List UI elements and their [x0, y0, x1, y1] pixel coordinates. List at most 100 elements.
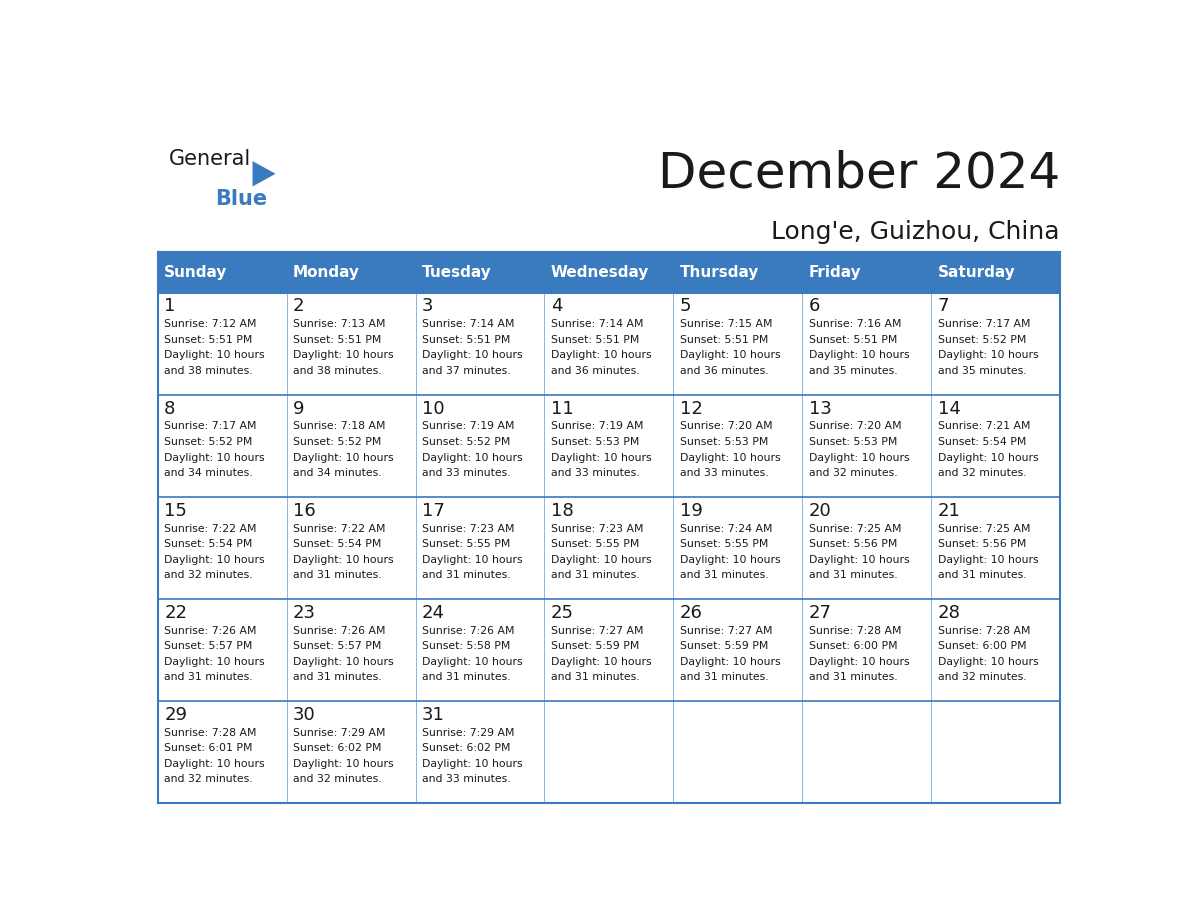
Bar — [416, 252, 544, 293]
Text: Sunset: 5:53 PM: Sunset: 5:53 PM — [680, 437, 769, 447]
Text: Sunrise: 7:17 AM: Sunrise: 7:17 AM — [937, 319, 1030, 330]
Text: Sunrise: 7:25 AM: Sunrise: 7:25 AM — [937, 523, 1030, 533]
Text: Sunset: 5:53 PM: Sunset: 5:53 PM — [551, 437, 639, 447]
Text: Sunrise: 7:26 AM: Sunrise: 7:26 AM — [422, 625, 514, 635]
Text: Sunset: 6:00 PM: Sunset: 6:00 PM — [809, 641, 897, 651]
Text: Daylight: 10 hours: Daylight: 10 hours — [680, 351, 781, 361]
Text: Sunset: 5:51 PM: Sunset: 5:51 PM — [293, 335, 381, 345]
Text: 24: 24 — [422, 604, 446, 621]
Text: 27: 27 — [809, 604, 832, 621]
Text: Daylight: 10 hours: Daylight: 10 hours — [293, 453, 393, 463]
Text: Sunset: 5:59 PM: Sunset: 5:59 PM — [680, 641, 769, 651]
Text: and 31 minutes.: and 31 minutes. — [422, 672, 511, 682]
Bar — [158, 395, 286, 497]
Text: Sunset: 5:55 PM: Sunset: 5:55 PM — [422, 539, 511, 549]
Text: Sunrise: 7:15 AM: Sunrise: 7:15 AM — [680, 319, 772, 330]
Text: 13: 13 — [809, 399, 832, 418]
Text: Daylight: 10 hours: Daylight: 10 hours — [293, 656, 393, 666]
Text: and 36 minutes.: and 36 minutes. — [680, 366, 769, 376]
Bar — [544, 252, 674, 293]
Text: Daylight: 10 hours: Daylight: 10 hours — [293, 759, 393, 768]
Bar — [802, 497, 931, 599]
Bar — [931, 395, 1060, 497]
Text: Sunset: 5:58 PM: Sunset: 5:58 PM — [422, 641, 511, 651]
Text: Daylight: 10 hours: Daylight: 10 hours — [551, 351, 651, 361]
Text: 6: 6 — [809, 297, 820, 316]
Text: and 33 minutes.: and 33 minutes. — [422, 774, 511, 784]
Text: Sunset: 5:56 PM: Sunset: 5:56 PM — [809, 539, 897, 549]
Text: Daylight: 10 hours: Daylight: 10 hours — [164, 351, 265, 361]
Text: and 31 minutes.: and 31 minutes. — [809, 570, 897, 580]
Text: Sunset: 5:56 PM: Sunset: 5:56 PM — [937, 539, 1026, 549]
Text: Sunrise: 7:28 AM: Sunrise: 7:28 AM — [164, 728, 257, 738]
Bar — [931, 293, 1060, 395]
Text: and 37 minutes.: and 37 minutes. — [422, 366, 511, 376]
Text: Sunset: 6:00 PM: Sunset: 6:00 PM — [937, 641, 1026, 651]
Text: Sunrise: 7:22 AM: Sunrise: 7:22 AM — [164, 523, 257, 533]
Text: Daylight: 10 hours: Daylight: 10 hours — [680, 453, 781, 463]
Text: Sunrise: 7:26 AM: Sunrise: 7:26 AM — [164, 625, 257, 635]
Text: 3: 3 — [422, 297, 434, 316]
Bar — [931, 497, 1060, 599]
Text: Daylight: 10 hours: Daylight: 10 hours — [809, 351, 909, 361]
Bar — [286, 599, 416, 700]
Text: 2: 2 — [293, 297, 304, 316]
Text: and 35 minutes.: and 35 minutes. — [937, 366, 1026, 376]
Text: Daylight: 10 hours: Daylight: 10 hours — [937, 351, 1038, 361]
Bar — [416, 497, 544, 599]
Text: Sunset: 6:02 PM: Sunset: 6:02 PM — [293, 744, 381, 754]
Text: Sunset: 5:52 PM: Sunset: 5:52 PM — [164, 437, 253, 447]
Text: and 35 minutes.: and 35 minutes. — [809, 366, 897, 376]
Text: Daylight: 10 hours: Daylight: 10 hours — [164, 453, 265, 463]
Text: Thursday: Thursday — [680, 264, 759, 279]
Text: and 36 minutes.: and 36 minutes. — [551, 366, 639, 376]
Text: Sunrise: 7:20 AM: Sunrise: 7:20 AM — [680, 421, 772, 431]
Text: and 31 minutes.: and 31 minutes. — [551, 672, 639, 682]
Bar — [286, 395, 416, 497]
Text: Sunrise: 7:12 AM: Sunrise: 7:12 AM — [164, 319, 257, 330]
Text: Sunset: 5:52 PM: Sunset: 5:52 PM — [937, 335, 1026, 345]
Text: Long'e, Guizhou, China: Long'e, Guizhou, China — [771, 219, 1060, 243]
Polygon shape — [253, 161, 276, 186]
Bar — [674, 497, 802, 599]
Text: Sunrise: 7:19 AM: Sunrise: 7:19 AM — [422, 421, 514, 431]
Text: Sunset: 5:51 PM: Sunset: 5:51 PM — [551, 335, 639, 345]
Text: 28: 28 — [937, 604, 960, 621]
Text: 4: 4 — [551, 297, 562, 316]
Bar — [416, 599, 544, 700]
Bar — [158, 497, 286, 599]
Text: Sunrise: 7:19 AM: Sunrise: 7:19 AM — [551, 421, 644, 431]
Text: Monday: Monday — [293, 264, 360, 279]
Bar — [158, 599, 286, 700]
Text: Sunset: 5:52 PM: Sunset: 5:52 PM — [293, 437, 381, 447]
Text: Sunset: 5:59 PM: Sunset: 5:59 PM — [551, 641, 639, 651]
Text: Daylight: 10 hours: Daylight: 10 hours — [422, 656, 523, 666]
Text: and 33 minutes.: and 33 minutes. — [680, 468, 769, 478]
Text: Daylight: 10 hours: Daylight: 10 hours — [809, 656, 909, 666]
Text: Sunrise: 7:29 AM: Sunrise: 7:29 AM — [422, 728, 514, 738]
Text: Sunset: 5:52 PM: Sunset: 5:52 PM — [422, 437, 511, 447]
Text: Tuesday: Tuesday — [422, 264, 492, 279]
Text: 14: 14 — [937, 399, 960, 418]
Text: Sunrise: 7:20 AM: Sunrise: 7:20 AM — [809, 421, 902, 431]
Text: Sunrise: 7:22 AM: Sunrise: 7:22 AM — [293, 523, 386, 533]
Text: Sunset: 5:53 PM: Sunset: 5:53 PM — [809, 437, 897, 447]
Text: 19: 19 — [680, 501, 702, 520]
Bar — [416, 700, 544, 803]
Text: Sunset: 5:51 PM: Sunset: 5:51 PM — [164, 335, 253, 345]
Bar — [802, 293, 931, 395]
Text: Sunset: 5:57 PM: Sunset: 5:57 PM — [164, 641, 253, 651]
Text: 20: 20 — [809, 501, 832, 520]
Text: and 31 minutes.: and 31 minutes. — [937, 570, 1026, 580]
Text: and 33 minutes.: and 33 minutes. — [422, 468, 511, 478]
Text: Sunrise: 7:21 AM: Sunrise: 7:21 AM — [937, 421, 1030, 431]
Text: Daylight: 10 hours: Daylight: 10 hours — [551, 554, 651, 565]
Text: and 32 minutes.: and 32 minutes. — [809, 468, 897, 478]
Bar — [931, 252, 1060, 293]
Bar — [544, 700, 674, 803]
Text: Daylight: 10 hours: Daylight: 10 hours — [293, 554, 393, 565]
Text: 26: 26 — [680, 604, 702, 621]
Text: and 32 minutes.: and 32 minutes. — [937, 468, 1026, 478]
Bar — [931, 599, 1060, 700]
Text: and 31 minutes.: and 31 minutes. — [164, 672, 253, 682]
